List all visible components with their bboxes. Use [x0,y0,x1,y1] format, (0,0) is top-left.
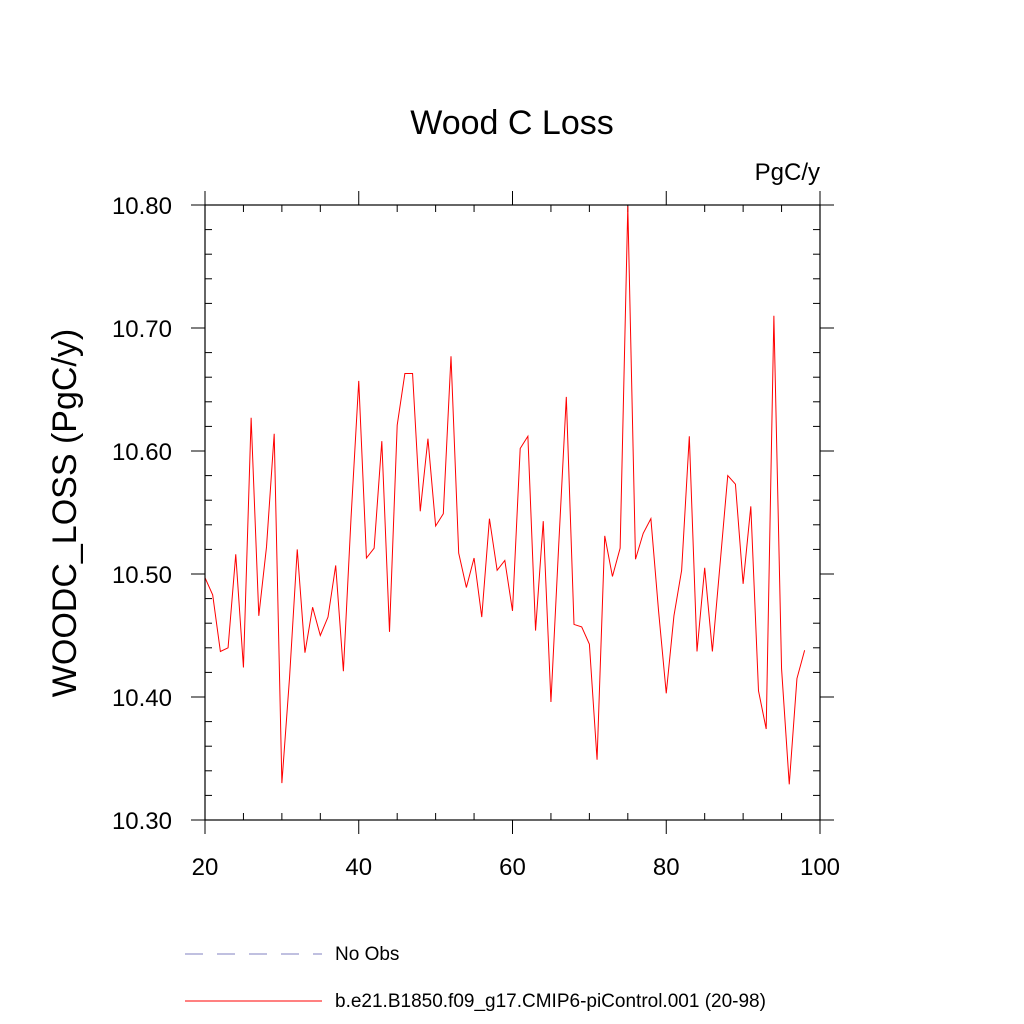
x-tick-label: 80 [653,854,680,881]
legend: No Obs b.e21.B1850.f09_g17.CMIP6-piContr… [185,944,766,1012]
y-tick-label: 10.40 [112,685,172,712]
y-axis-title: WOODC_LOSS (PgC/y) [46,329,84,697]
chart-title: Wood C Loss [410,104,613,142]
y-tick-label: 10.30 [112,808,172,835]
x-tick-label: 20 [192,854,219,881]
y-tick-labels: 10.30 10.40 10.50 10.60 10.70 10.80 [112,193,172,835]
x-tick-label: 40 [345,854,372,881]
series-layer [204,206,806,785]
y-tick-label: 10.60 [112,439,172,466]
legend-label-no-obs: No Obs [335,944,399,965]
axis-ticks [191,191,834,834]
y-tick-label: 10.70 [112,316,172,343]
y-tick-label: 10.50 [112,562,172,589]
plot-frame [204,204,821,821]
series-line [204,206,806,785]
x-tick-label: 60 [499,854,526,881]
y-tick-label: 10.80 [112,193,172,220]
units-label: PgC/y [755,159,820,186]
legend-label-piControl: b.e21.B1850.f09_g17.CMIP6-piControl.001 … [335,991,766,1012]
x-tick-labels: 20 40 60 80 100 [192,854,840,881]
x-tick-label: 100 [800,854,840,881]
